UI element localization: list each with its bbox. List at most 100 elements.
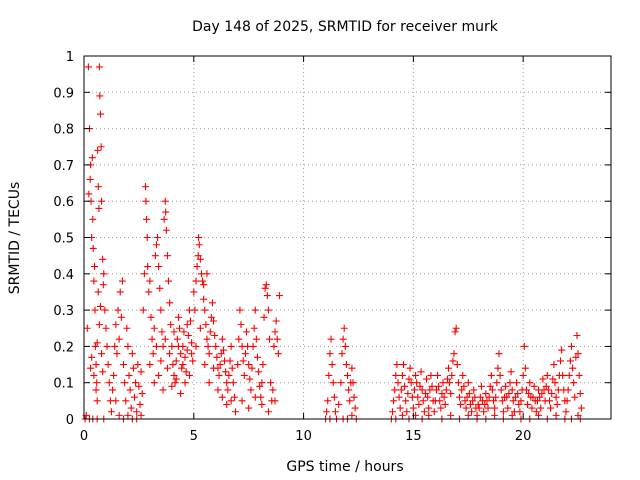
data-point	[135, 382, 143, 390]
data-point	[417, 368, 425, 376]
data-point	[420, 408, 428, 416]
data-point	[93, 379, 101, 387]
y-tick-label: 0.4	[53, 268, 74, 283]
data-point	[240, 371, 248, 379]
data-point	[192, 342, 200, 350]
data-point	[464, 379, 472, 387]
data-point	[91, 306, 99, 314]
data-point	[345, 386, 353, 394]
data-point	[403, 408, 411, 416]
data-point	[414, 393, 422, 401]
data-point	[188, 339, 196, 347]
data-point	[331, 408, 339, 416]
data-point	[325, 371, 333, 379]
data-point	[273, 335, 281, 343]
data-point	[398, 371, 406, 379]
data-point	[266, 335, 274, 343]
data-point	[99, 281, 107, 289]
data-point	[87, 364, 95, 372]
data-point	[493, 379, 501, 387]
data-point	[350, 393, 358, 401]
data-point	[393, 361, 401, 369]
data-point	[152, 241, 160, 249]
data-point	[146, 361, 154, 369]
data-point	[191, 306, 199, 314]
data-point	[476, 393, 484, 401]
data-point	[232, 408, 240, 416]
data-point	[210, 364, 218, 372]
data-point	[454, 379, 462, 387]
data-point	[337, 379, 345, 387]
data-point	[394, 379, 402, 387]
data-point	[506, 379, 514, 387]
data-point	[484, 404, 492, 412]
data-point	[181, 379, 189, 387]
data-point	[563, 397, 571, 405]
data-point	[137, 411, 145, 419]
data-point	[522, 386, 530, 394]
data-point	[481, 400, 489, 408]
data-point	[461, 397, 469, 405]
data-point	[88, 353, 96, 361]
data-point	[509, 397, 517, 405]
data-point	[264, 408, 272, 416]
data-point	[526, 379, 534, 387]
data-point	[469, 397, 477, 405]
data-point	[183, 321, 191, 329]
data-point	[215, 371, 223, 379]
data-point	[434, 371, 442, 379]
data-point	[194, 252, 202, 260]
data-point	[275, 292, 283, 300]
data-point	[496, 371, 504, 379]
x-tick-label: 20	[515, 429, 532, 444]
data-point	[463, 393, 471, 401]
data-point	[258, 400, 266, 408]
data-point	[538, 390, 546, 398]
data-point	[559, 371, 567, 379]
data-point	[91, 263, 99, 271]
data-point	[412, 371, 420, 379]
y-tick-label: 0.7	[53, 159, 74, 174]
data-point	[430, 408, 438, 416]
data-point	[111, 342, 119, 350]
data-point	[223, 379, 231, 387]
data-point	[455, 393, 463, 401]
data-point	[163, 364, 171, 372]
data-point	[185, 371, 193, 379]
data-point	[181, 353, 189, 361]
data-point	[199, 277, 207, 285]
data-point	[165, 277, 173, 285]
data-point	[88, 154, 96, 162]
data-point	[247, 386, 255, 394]
data-point	[83, 324, 91, 332]
data-point	[517, 397, 525, 405]
data-point	[511, 393, 519, 401]
data-point	[451, 328, 459, 336]
data-point	[504, 404, 512, 412]
data-point	[162, 208, 170, 216]
data-point	[338, 350, 346, 358]
data-point	[344, 371, 351, 379]
data-point	[402, 397, 410, 405]
data-point	[93, 339, 101, 347]
data-point	[256, 382, 264, 390]
data-point	[160, 215, 168, 223]
data-point	[92, 386, 100, 394]
data-point	[269, 386, 277, 394]
data-point	[166, 299, 174, 307]
y-tick-label: 0.3	[53, 304, 74, 319]
data-point	[391, 386, 399, 394]
data-point	[494, 364, 502, 372]
data-point	[452, 324, 460, 332]
data-point	[109, 386, 117, 394]
data-point	[570, 379, 578, 387]
data-point	[340, 324, 348, 332]
data-point	[480, 408, 488, 416]
data-point	[118, 277, 126, 285]
data-point	[424, 393, 432, 401]
data-point	[133, 408, 141, 416]
data-points	[81, 63, 585, 423]
data-point	[415, 400, 423, 408]
data-point	[208, 299, 216, 307]
